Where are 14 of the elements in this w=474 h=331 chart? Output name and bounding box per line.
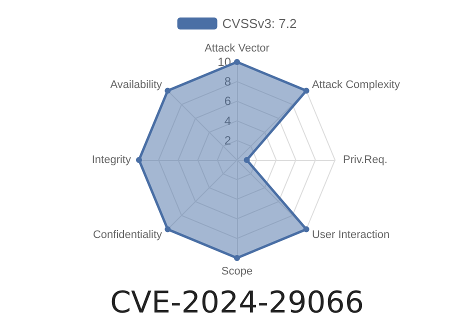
spoke-label: Scope (221, 266, 253, 278)
spoke-label: Attack Complexity (312, 79, 400, 92)
spoke-label: Priv.Req. (343, 154, 388, 166)
legend-label: CVSSv3: 7.2 (222, 16, 297, 31)
spoke-label: Attack Vector (204, 42, 270, 54)
y-tick-label: 8 (224, 74, 232, 89)
spoke-label: Confidentiality (92, 228, 163, 241)
y-tick-label: 4 (224, 114, 232, 128)
spoke-label: Availability (110, 79, 163, 92)
spoke-label: User Interaction (312, 228, 390, 241)
y-tick-label: 2 (224, 133, 232, 148)
text: CVE-2024-29066 (110, 286, 364, 320)
spoke-label: Integrity (92, 154, 132, 166)
y-tick-label: 6 (224, 94, 232, 108)
